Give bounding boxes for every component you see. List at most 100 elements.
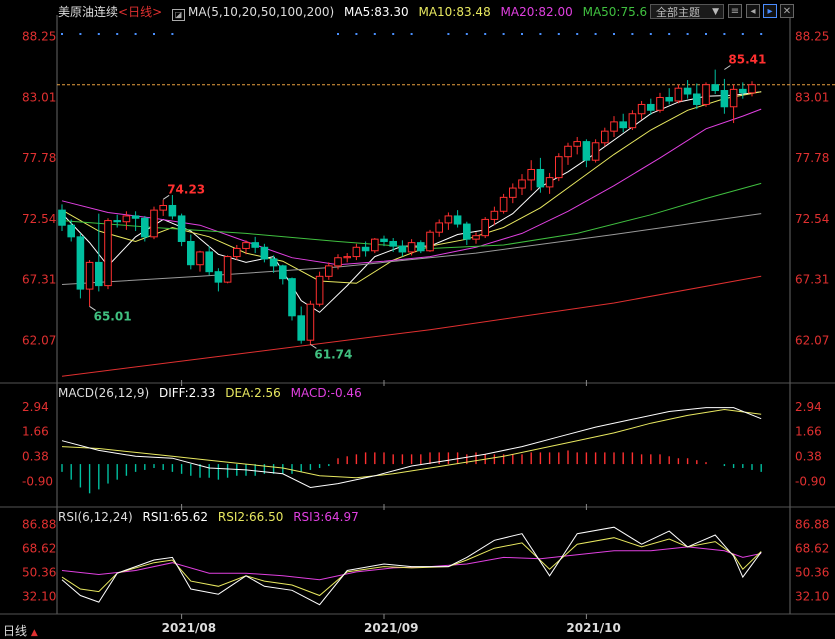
candle[interactable] [739, 82, 747, 99]
candle-body [389, 240, 397, 247]
candle[interactable] [67, 219, 76, 242]
candle[interactable] [334, 254, 342, 270]
candle[interactable] [407, 239, 416, 256]
candle[interactable] [205, 246, 213, 276]
candle[interactable] [472, 232, 480, 244]
candle[interactable] [555, 153, 563, 182]
candle[interactable] [509, 183, 517, 204]
candle[interactable] [656, 92, 664, 113]
candle[interactable] [591, 139, 600, 163]
candle[interactable] [214, 268, 223, 292]
candle[interactable] [113, 214, 122, 228]
candle[interactable] [426, 229, 434, 252]
candle[interactable] [260, 243, 269, 263]
candle[interactable] [693, 83, 701, 110]
candle[interactable] [610, 116, 618, 137]
candle[interactable] [481, 217, 489, 238]
candle[interactable] [748, 81, 756, 97]
candle[interactable] [177, 213, 186, 247]
candle[interactable] [352, 243, 361, 261]
candle[interactable] [665, 88, 674, 105]
candle[interactable] [288, 277, 296, 321]
event-marker [741, 33, 744, 35]
event-marker [502, 33, 505, 35]
candle-body [279, 265, 287, 280]
candle[interactable] [95, 213, 103, 292]
candle[interactable] [159, 199, 167, 216]
candle[interactable] [187, 234, 195, 270]
candle[interactable] [647, 98, 655, 115]
rsi-y-tick-right: 32.10 [795, 590, 829, 604]
ma50-value: MA50:75.6 [582, 5, 648, 19]
candle[interactable] [131, 211, 140, 232]
candle[interactable] [104, 218, 112, 290]
candle[interactable] [729, 84, 738, 124]
candle[interactable] [518, 174, 526, 196]
candle[interactable] [233, 244, 241, 261]
candle[interactable] [444, 212, 453, 230]
candle[interactable] [371, 238, 379, 254]
candle[interactable] [315, 271, 324, 307]
menu-icon[interactable]: ≡ [728, 4, 742, 18]
candle[interactable] [417, 240, 425, 254]
candle[interactable] [398, 240, 407, 257]
candle[interactable] [297, 306, 305, 344]
candle[interactable] [150, 206, 158, 240]
candle[interactable] [573, 136, 582, 155]
price-panel[interactable]: 74.23 65.01 61.74 85.41 [57, 33, 835, 377]
chevron-down-icon: ▼ [712, 7, 719, 17]
rsi3-value: RSI3:64.97 [293, 510, 359, 524]
candle-body [472, 235, 480, 240]
candle[interactable] [361, 241, 370, 257]
candle[interactable] [85, 260, 94, 307]
instrument-name[interactable]: 美原油连续 [58, 5, 119, 19]
macd-panel[interactable] [61, 407, 762, 494]
candle[interactable] [463, 221, 471, 245]
period-label[interactable]: <日线> [118, 5, 163, 19]
candle[interactable] [527, 160, 536, 191]
candle[interactable] [490, 206, 499, 226]
event-marker [61, 33, 63, 35]
ma-line-ma200 [61, 275, 762, 377]
candle[interactable] [251, 236, 259, 254]
candle[interactable] [380, 235, 388, 247]
candle[interactable] [325, 262, 333, 280]
candle[interactable] [545, 172, 554, 194]
candle[interactable] [306, 300, 315, 345]
candle[interactable] [435, 219, 443, 237]
prev-icon[interactable]: ◂ [746, 4, 760, 18]
candle[interactable] [168, 195, 177, 220]
candle[interactable] [536, 157, 545, 193]
ma-settings-icon[interactable]: ◪ [171, 9, 185, 21]
candle[interactable] [683, 80, 692, 99]
candle[interactable] [76, 233, 85, 299]
close-icon[interactable]: ✕ [780, 4, 794, 18]
candle[interactable] [196, 250, 204, 272]
candle[interactable] [269, 255, 278, 273]
candle[interactable] [720, 78, 729, 114]
candle[interactable] [601, 127, 609, 147]
candle[interactable] [674, 84, 683, 104]
period-tab[interactable]: 日线 ▲ [3, 622, 38, 639]
candle[interactable] [564, 142, 572, 165]
candle[interactable] [279, 264, 287, 285]
candle[interactable] [242, 240, 250, 255]
candle[interactable] [58, 204, 66, 232]
rsi-panel[interactable] [61, 526, 762, 606]
candle[interactable] [343, 253, 351, 263]
candle[interactable] [637, 100, 646, 120]
next-icon[interactable]: ▸ [763, 4, 777, 18]
candle[interactable] [711, 69, 720, 94]
candle[interactable] [619, 113, 628, 133]
annotation-leader [310, 343, 317, 349]
candle[interactable] [628, 110, 637, 130]
candle[interactable] [582, 139, 591, 168]
candle[interactable] [141, 215, 149, 242]
candle[interactable] [223, 255, 232, 284]
theme-select[interactable]: 全部主题 ▼ [650, 4, 724, 19]
candle[interactable] [499, 193, 508, 214]
candle[interactable] [389, 238, 397, 252]
candle[interactable] [702, 82, 710, 107]
candle[interactable] [453, 210, 462, 228]
candle[interactable] [122, 211, 131, 230]
